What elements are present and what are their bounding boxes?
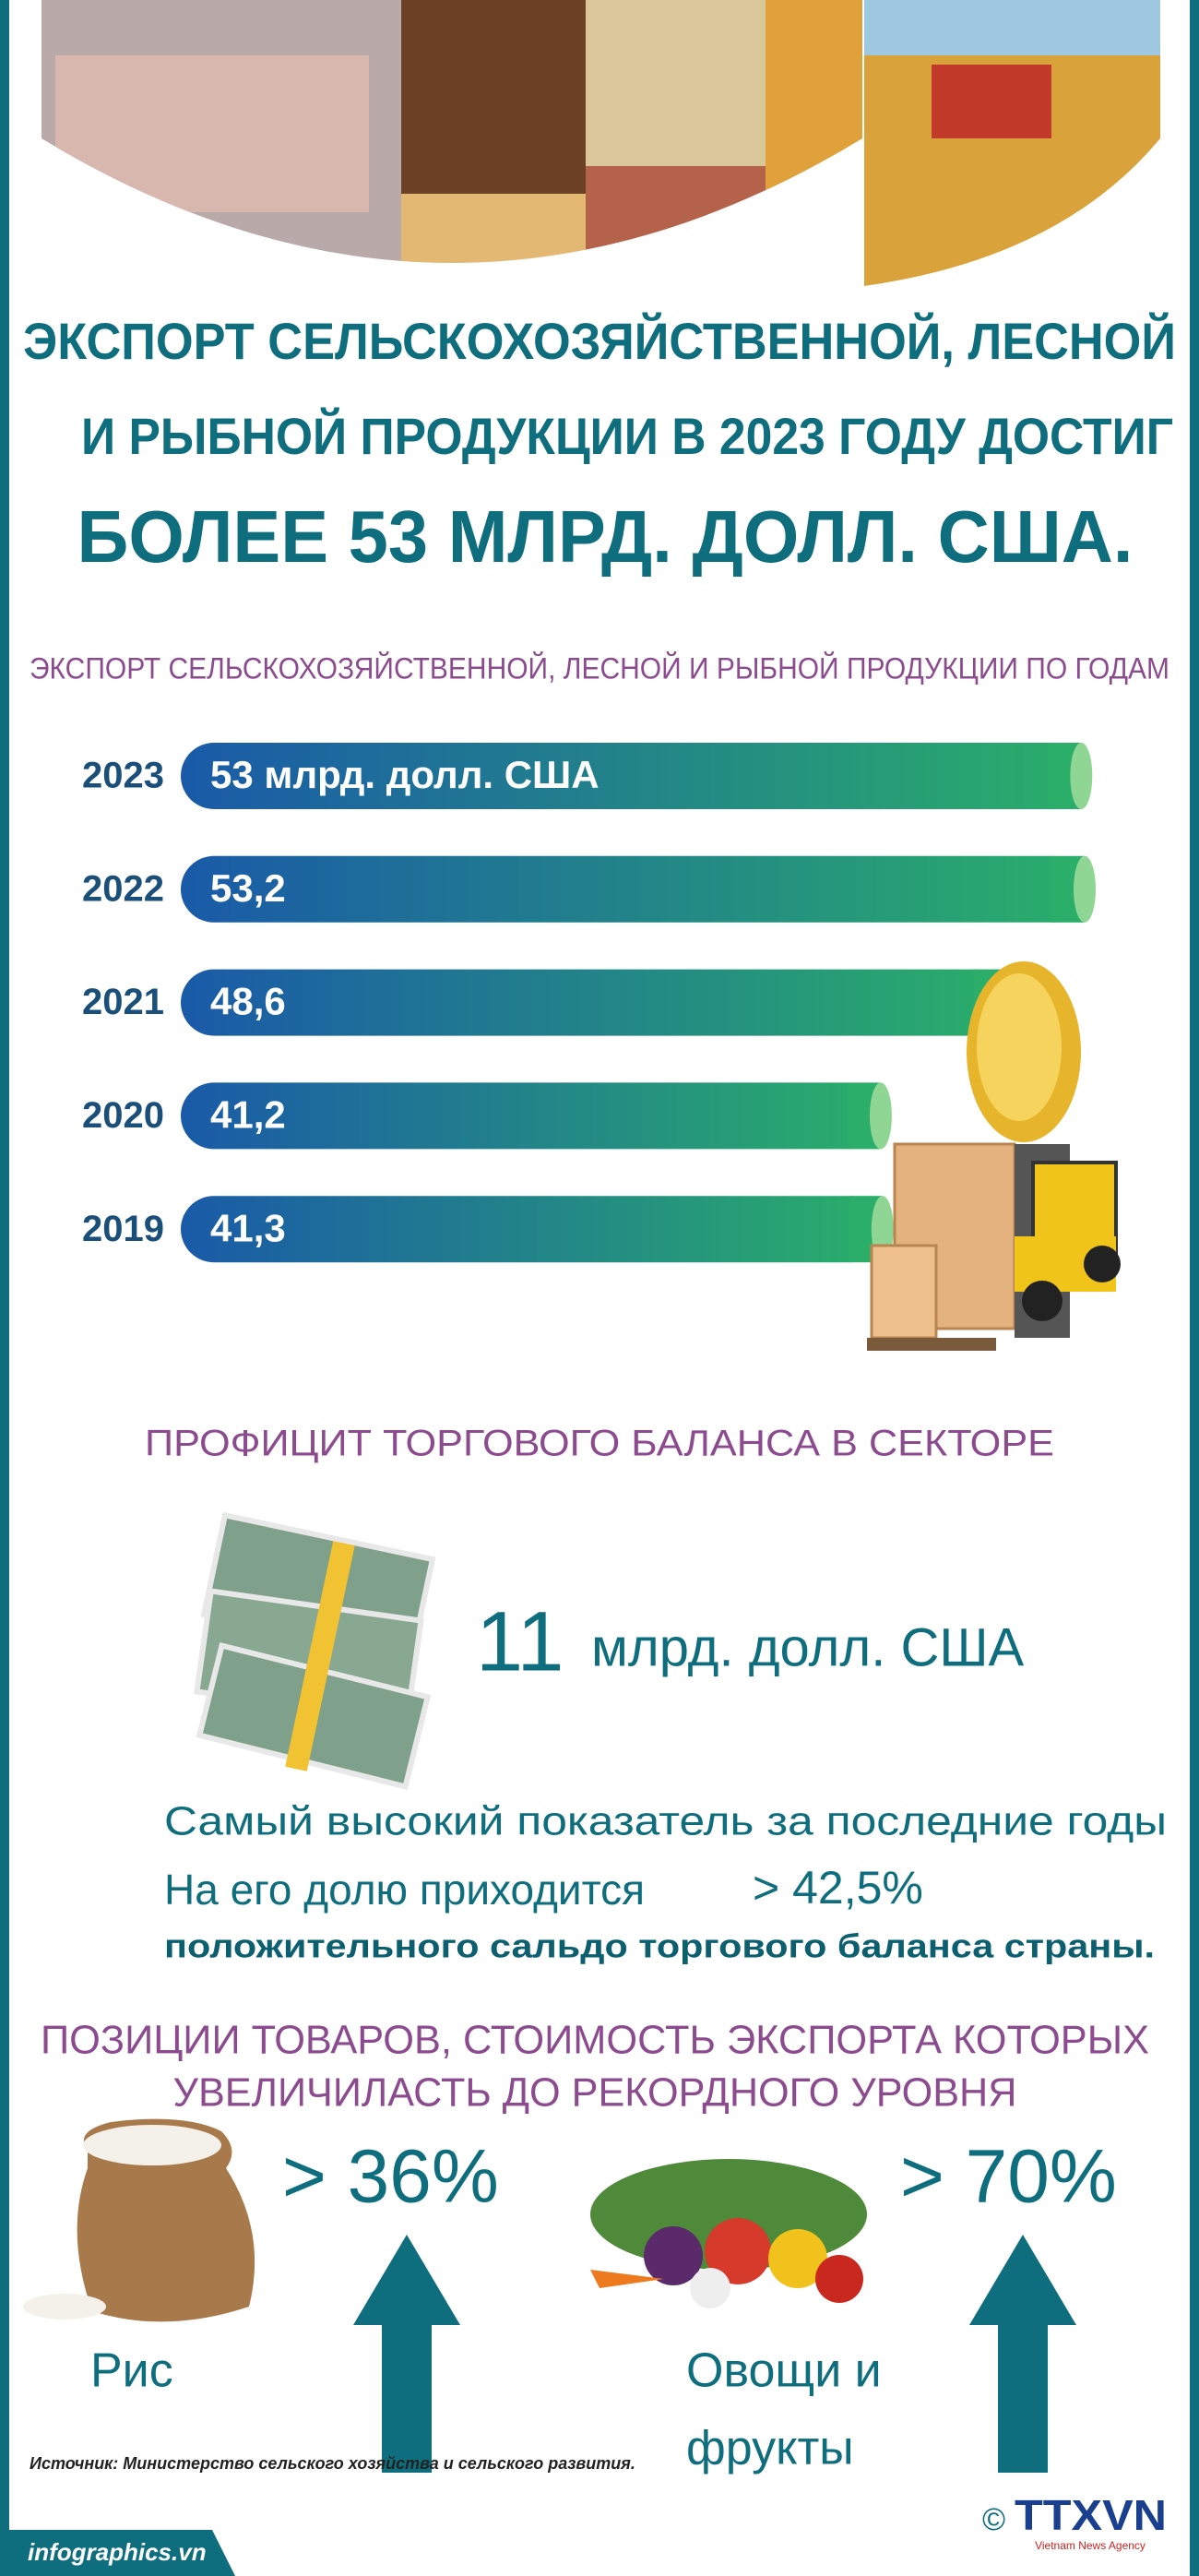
item-label: Овощи и [686,2344,882,2398]
bar [181,743,1082,809]
surplus-unit: млрд. долл. США [591,1617,1024,1677]
section-title: УВЕЛИЧИЛАСТЬ ДО РЕКОРДНОГО УРОВНЯ [173,2070,1017,2116]
up-arrow [969,2235,1076,2473]
bar-cap [1074,855,1096,923]
title-line: И РЫБНОЙ ПРОДУКЦИИ В 2023 ГОДУ ДОСТИГ [81,407,1173,465]
category-label: 2022 [82,868,164,909]
section-title: ПОЗИЦИИ ТОВАРОВ, СТОИМОСТЬ ЭКСПОРТА КОТО… [41,2018,1149,2063]
bar [181,1082,881,1150]
surplus-amount: 11 [476,1594,564,1688]
category-label: 2023 [82,756,164,796]
value-label: 53,2 [210,866,286,910]
value-label: 41,2 [210,1092,286,1136]
up-arrow [353,2235,460,2473]
bar-cap [869,1082,892,1150]
chart-title: ЭКСПОРТ СЕЛЬСКОХОЗЯЙСТВЕННОЙ, ЛЕСНОЙ И Р… [30,651,1169,685]
value-label: 41,3 [210,1206,286,1249]
share-note: положительного сальдо торгового баланса … [164,1927,1155,1965]
bar [181,855,1085,923]
bar [181,1196,883,1263]
category-label: 2019 [82,1209,164,1249]
logo: TTXVN [1015,2491,1167,2539]
vegetables-icon [590,2159,867,2308]
title-line: ЭКСПОРТ СЕЛЬСКОХОЗЯЙСТВЕННОЙ, ЛЕСНОЙ [23,312,1176,370]
rice-icon [23,2118,255,2322]
harvest-photo [864,0,1160,286]
site: infographics.vn [28,2538,207,2566]
category-label: 2021 [82,982,164,1022]
bar [181,969,1007,1036]
source: Источник: Министерство сельского хозяйст… [30,2454,635,2473]
forklift-illustration [867,961,1121,1351]
section-title: ПРОФИЦИТ ТОРГОВОГО БАЛАНСА В СЕКТОРЕ [145,1424,1054,1464]
item-label: Рис [90,2344,173,2398]
growth-value: > 70% [900,2135,1117,2219]
share-text: На его долю приходится [164,1866,645,1914]
title-line: БОЛЕЕ 53 МЛРД. ДОЛЛ. США. [77,495,1134,578]
value-label: 53 млрд. долл. США [210,753,600,796]
bar-chart: 2023 53 млрд. долл. США 2022 53,2 2021 48,6 20… [82,743,1096,1263]
footer-band [0,2530,235,2576]
logo-subtitle: Vietnam News Agency [1035,2539,1146,2552]
item-label: фрукты [686,2422,854,2475]
value-label: 48,6 [210,980,286,1023]
share-value: > 42,5% [753,1862,923,1914]
bar-cap [1070,743,1093,809]
growth-value: > 36% [282,2135,499,2219]
copyright: © [982,2502,1005,2537]
surplus-note: Самый высокий показатель за последние го… [164,1799,1167,1844]
category-label: 2020 [82,1095,164,1136]
money-icon [194,1511,436,1790]
